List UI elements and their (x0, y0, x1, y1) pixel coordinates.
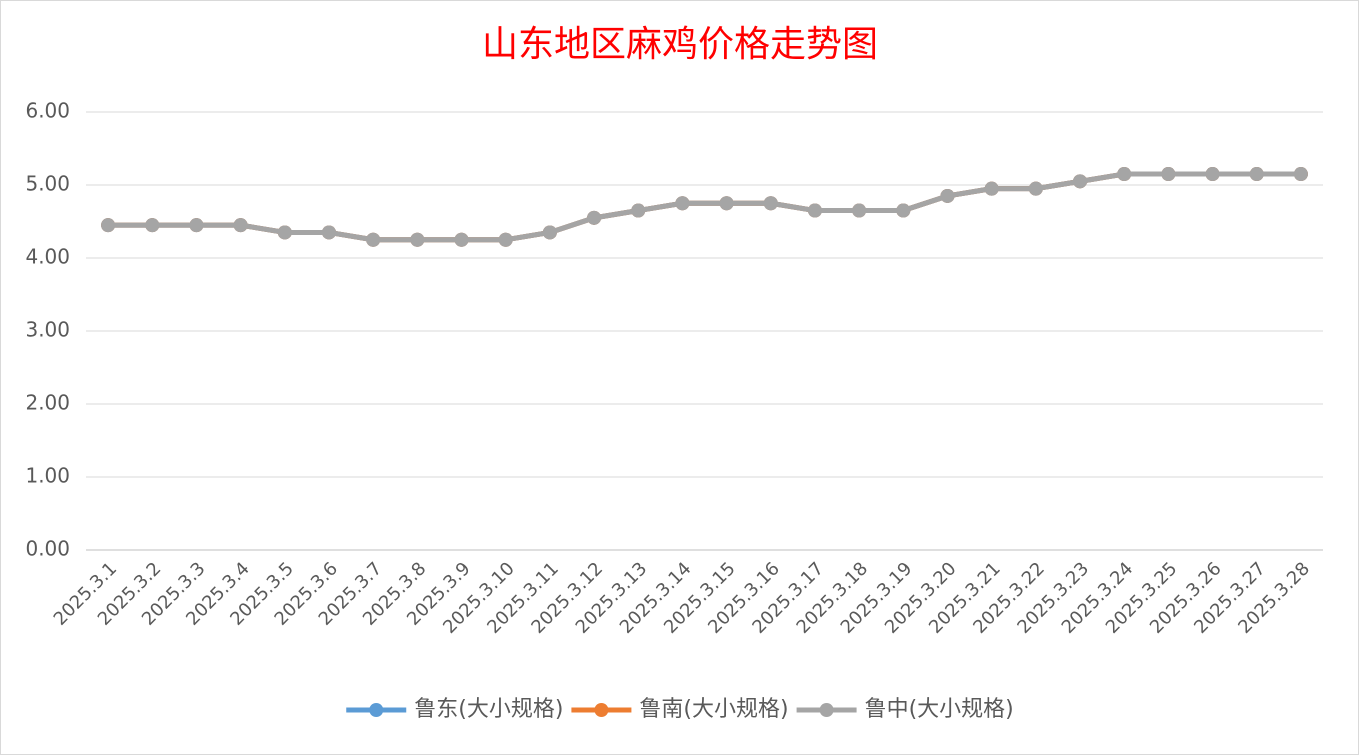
data-point (631, 203, 646, 218)
y-tick-label: 4.00 (25, 245, 70, 269)
data-point (145, 218, 160, 233)
data-point (277, 225, 292, 240)
data-point (366, 232, 381, 247)
legend-label: 鲁东(大小规格) (414, 697, 563, 722)
data-point (587, 210, 602, 225)
y-tick-label: 1.00 (25, 464, 70, 488)
legend-marker (369, 703, 384, 717)
data-point (233, 218, 248, 233)
y-tick-label: 5.00 (25, 172, 70, 196)
data-point (1249, 167, 1264, 182)
y-tick-label: 0.00 (25, 537, 70, 561)
data-point (1117, 167, 1132, 182)
data-point (1205, 167, 1220, 182)
data-point (101, 218, 116, 233)
legend-item: 鲁东(大小规格) (346, 697, 563, 722)
data-point (763, 196, 778, 211)
data-point (454, 232, 469, 247)
y-tick-label: 6.00 (25, 99, 70, 123)
legend-label: 鲁南(大小规格) (639, 697, 788, 722)
data-point (1161, 167, 1176, 182)
data-point (410, 232, 425, 247)
data-point (498, 232, 513, 247)
data-point (852, 203, 867, 218)
data-point (807, 203, 822, 218)
chart-title: 山东地区麻鸡价格走势图 (482, 24, 878, 65)
data-point (719, 196, 734, 211)
data-point (321, 225, 336, 240)
data-point (940, 188, 955, 203)
data-point (896, 203, 911, 218)
legend-item: 鲁南(大小规格) (571, 697, 789, 722)
data-point (189, 218, 204, 233)
legend-marker (819, 703, 834, 717)
legend-item: 鲁中(大小规格) (796, 697, 1014, 722)
y-tick-label: 3.00 (25, 318, 70, 342)
data-point (675, 196, 690, 211)
data-point (984, 181, 999, 196)
series-line (108, 171, 1301, 243)
legend-label: 鲁中(大小规格) (865, 697, 1014, 722)
y-tick-label: 2.00 (25, 391, 70, 415)
data-point (1293, 167, 1308, 182)
data-point (542, 225, 557, 240)
legend-marker (594, 703, 609, 717)
data-point (1028, 181, 1043, 196)
data-point (1073, 174, 1088, 189)
